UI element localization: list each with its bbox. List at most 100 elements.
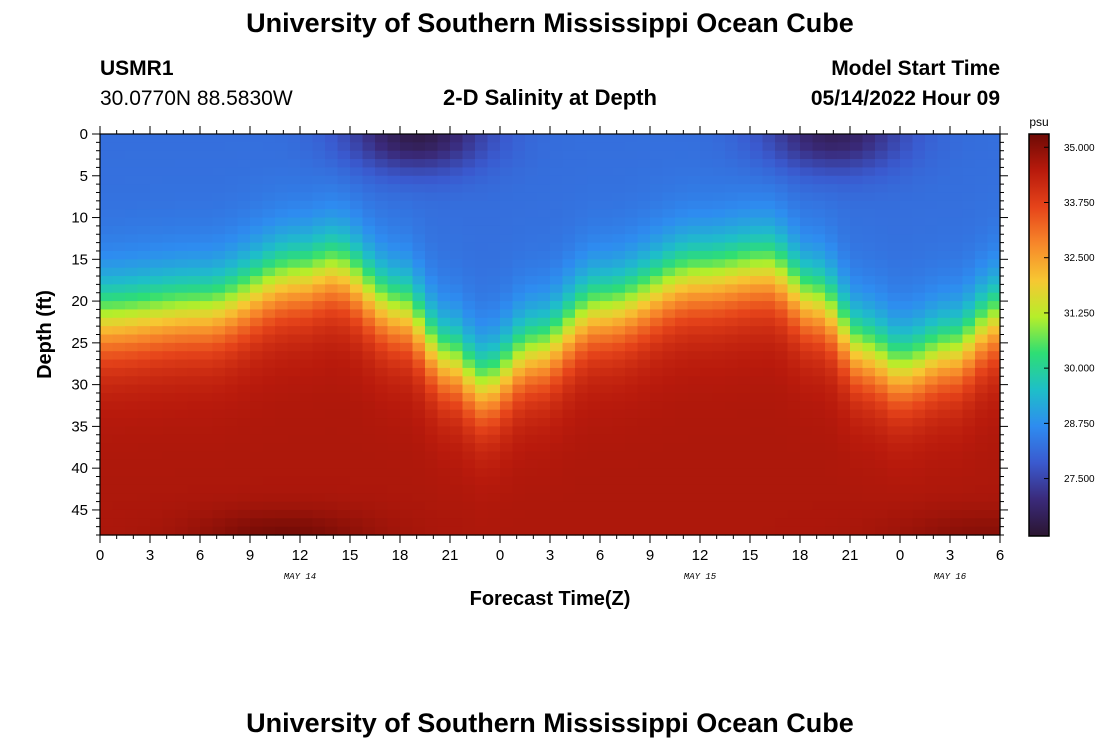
heatmap-cell	[975, 526, 989, 536]
heatmap-cell	[787, 267, 801, 277]
heatmap-cell	[187, 351, 201, 361]
heatmap-cell	[562, 301, 576, 311]
heatmap-cell	[200, 451, 214, 461]
heatmap-cell	[637, 284, 651, 294]
heatmap-cell	[875, 292, 889, 302]
heatmap-cell	[337, 401, 351, 411]
heatmap-cell	[387, 242, 401, 252]
heatmap-cell	[662, 501, 676, 511]
heatmap-cell	[150, 234, 164, 244]
heatmap-cell	[262, 284, 276, 294]
heatmap-cell	[525, 276, 539, 285]
heatmap-cell	[625, 317, 639, 327]
heatmap-cell	[375, 392, 389, 402]
heatmap-cell	[137, 334, 151, 344]
heatmap-cell	[912, 317, 926, 327]
heatmap-cell	[775, 242, 789, 252]
heatmap-cells	[100, 134, 1001, 536]
heatmap-cell	[400, 376, 414, 386]
heatmap-cell	[662, 509, 676, 519]
heatmap-cell	[487, 200, 501, 210]
heatmap-cell	[575, 184, 589, 194]
heatmap-cell	[862, 401, 876, 411]
heatmap-cell	[487, 493, 501, 503]
heatmap-cell	[162, 317, 176, 327]
heatmap-cell	[512, 526, 526, 536]
heatmap-cell	[625, 409, 639, 419]
heatmap-cell	[962, 242, 976, 252]
heatmap-cell	[350, 209, 364, 219]
heatmap-cell	[650, 484, 664, 494]
heatmap-cell	[825, 334, 839, 344]
heatmap-cell	[587, 326, 601, 336]
heatmap-cell	[950, 234, 964, 244]
heatmap-cell	[575, 242, 589, 252]
heatmap-cell	[175, 401, 189, 411]
heatmap-cell	[287, 134, 301, 143]
heatmap-cell	[387, 184, 401, 194]
heatmap-cell	[987, 326, 1001, 336]
heatmap-cell	[812, 259, 826, 269]
heatmap-cell	[750, 309, 764, 319]
heatmap-cell	[325, 392, 339, 402]
heatmap-cell	[762, 184, 776, 194]
heatmap-cell	[275, 384, 289, 394]
heatmap-cell	[737, 301, 751, 311]
heatmap-cell	[475, 175, 489, 185]
heatmap-cell	[950, 451, 964, 461]
heatmap-cell	[487, 225, 501, 235]
heatmap-cell	[587, 443, 601, 453]
heatmap-cell	[825, 184, 839, 194]
heatmap-cell	[237, 351, 251, 361]
heatmap-cell	[375, 509, 389, 519]
heatmap-cell	[862, 459, 876, 469]
heatmap-cell	[650, 468, 664, 478]
heatmap-cell	[250, 359, 264, 369]
heatmap-cell	[462, 367, 476, 377]
heatmap-cell	[262, 451, 276, 461]
heatmap-cell	[962, 426, 976, 436]
heatmap-cell	[362, 317, 376, 327]
heatmap-cell	[312, 159, 326, 169]
heatmap-cell	[687, 326, 701, 336]
heatmap-cell	[675, 392, 689, 402]
heatmap-cell	[350, 418, 364, 427]
heatmap-cell	[825, 167, 839, 177]
heatmap-cell	[687, 134, 701, 143]
heatmap-cell	[187, 468, 201, 478]
heatmap-cell	[850, 242, 864, 252]
heatmap-cell	[712, 267, 726, 277]
heatmap-cell	[137, 225, 151, 235]
heatmap-cell	[525, 200, 539, 210]
heatmap-cell	[500, 493, 514, 503]
heatmap-cell	[275, 142, 289, 152]
heatmap-cell	[725, 451, 739, 461]
heatmap-cell	[650, 451, 664, 461]
heatmap-cell	[725, 459, 739, 469]
heatmap-cell	[837, 259, 851, 269]
heatmap-cell	[175, 167, 189, 177]
heatmap-cell	[712, 443, 726, 453]
heatmap-cell	[675, 443, 689, 453]
heatmap-cell	[987, 443, 1001, 453]
heatmap-cell	[675, 451, 689, 461]
heatmap-cell	[850, 284, 864, 294]
heatmap-cell	[900, 426, 914, 436]
heatmap-cell	[362, 284, 376, 294]
heatmap-cell	[862, 309, 876, 319]
heatmap-cell	[125, 317, 139, 327]
heatmap-cell	[937, 384, 951, 394]
heatmap-cell	[450, 434, 464, 444]
heatmap-cell	[100, 276, 114, 285]
heatmap-cell	[300, 518, 314, 528]
heatmap-cell	[600, 401, 614, 411]
heatmap-cell	[437, 484, 451, 494]
heatmap-cell	[825, 434, 839, 444]
heatmap-cell	[400, 526, 414, 536]
heatmap-cell	[987, 509, 1001, 519]
heatmap-cell	[487, 276, 501, 285]
heatmap-cell	[425, 292, 439, 302]
heatmap-cell	[462, 334, 476, 344]
heatmap-cell	[450, 326, 464, 336]
heatmap-cell	[575, 476, 589, 486]
